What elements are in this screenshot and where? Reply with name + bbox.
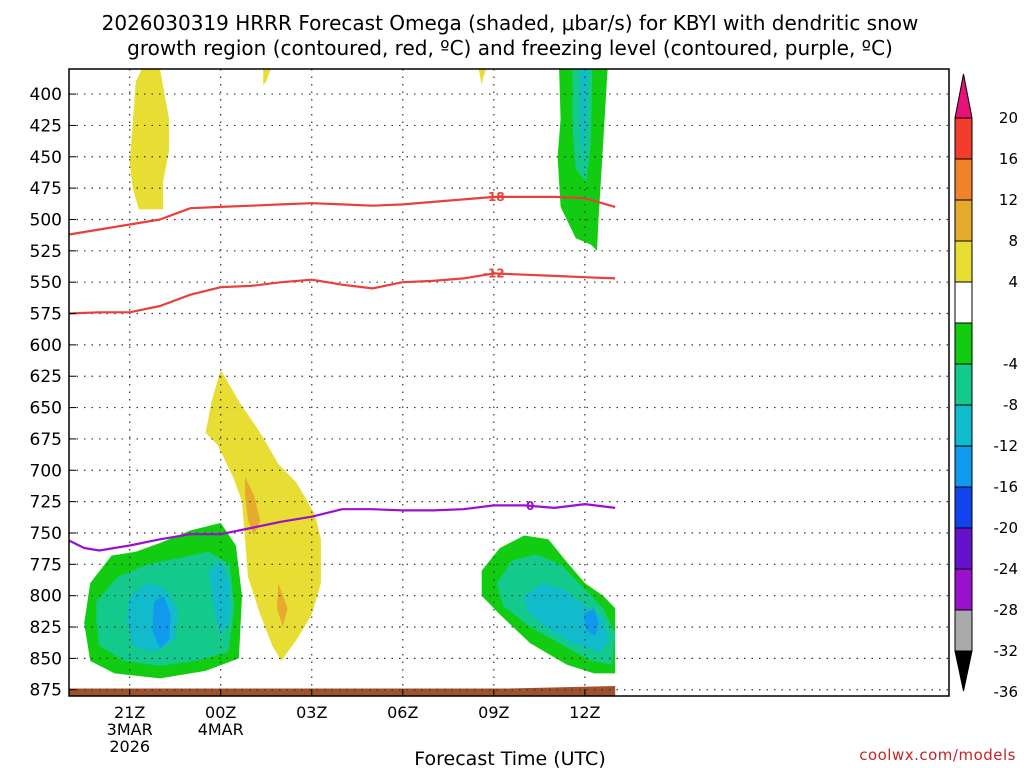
y-tick-label: 625 bbox=[30, 367, 62, 387]
colorbar-label: 16 bbox=[999, 150, 1018, 168]
y-tick-label: 775 bbox=[30, 555, 62, 575]
omega-region-5 bbox=[276, 583, 288, 627]
y-tick-label: 400 bbox=[30, 85, 62, 105]
y-tick-label: 700 bbox=[30, 461, 62, 481]
colorbar-bottom-arrow bbox=[954, 650, 973, 692]
chart-title-line-2: growth region (contoured, red, ºC) and f… bbox=[127, 36, 893, 60]
omega-region-1 bbox=[263, 69, 271, 86]
colorbar-box bbox=[954, 117, 973, 160]
colorbar-box bbox=[954, 568, 973, 611]
colorbar-label: 8 bbox=[1008, 232, 1018, 250]
y-tick-label: 450 bbox=[30, 148, 62, 168]
y-tick-label: 600 bbox=[30, 336, 62, 356]
x-tick-label: 09Z bbox=[478, 703, 509, 722]
contour-label-0: 0 bbox=[526, 499, 534, 513]
terrain-fill bbox=[69, 686, 616, 696]
y-tick-label: 650 bbox=[30, 399, 62, 419]
y-tick-label: 425 bbox=[30, 116, 62, 136]
contour-label--12: -12 bbox=[483, 266, 505, 280]
colorbar: 20 16 12 8 4 -4 -8 -12 -16 -20 -24 -28 -32 -36 bbox=[954, 73, 1019, 701]
colorbar-box bbox=[954, 486, 973, 529]
y-tick-label: 675 bbox=[30, 430, 62, 450]
y-tick-label: 575 bbox=[30, 305, 62, 325]
colorbar-box bbox=[954, 363, 973, 406]
colorbar-top-arrow bbox=[954, 73, 973, 119]
x-tick-label: 06Z bbox=[387, 703, 418, 722]
x-tick-label: 3MAR bbox=[107, 720, 153, 739]
omega-region-2 bbox=[478, 69, 487, 86]
colorbar-box bbox=[954, 240, 973, 283]
contour-line--12 bbox=[69, 272, 616, 315]
colorbar-label: -36 bbox=[994, 683, 1019, 701]
colorbar-box bbox=[954, 199, 973, 242]
x-tick-label: 21Z bbox=[114, 703, 145, 722]
omega-shading bbox=[84, 69, 616, 679]
chart-title-line-1: 2026030319 HRRR Forecast Omega (shaded, … bbox=[102, 11, 919, 35]
colorbar-label: 12 bbox=[999, 191, 1018, 209]
x-axis-label: Forecast Time (UTC) bbox=[414, 748, 605, 768]
y-tick-label: 750 bbox=[30, 524, 62, 544]
x-tick-label: 2026 bbox=[109, 737, 150, 756]
y-tick-label: 850 bbox=[30, 649, 62, 669]
colorbar-label: 20 bbox=[999, 109, 1018, 127]
colorbar-label: -4 bbox=[1003, 355, 1018, 373]
y-tick-label: 800 bbox=[30, 587, 62, 607]
y-tick-label: 875 bbox=[30, 681, 62, 701]
contour-line--18 bbox=[69, 195, 616, 236]
contour-label--18: -18 bbox=[483, 190, 505, 204]
y-tick-label: 525 bbox=[30, 242, 62, 262]
omega-region-4 bbox=[245, 476, 261, 536]
colorbar-box bbox=[954, 527, 973, 570]
omega-region-0 bbox=[129, 69, 170, 210]
colorbar-label: -20 bbox=[994, 519, 1019, 537]
omega-region-12 bbox=[208, 560, 230, 636]
colorbar-label: -8 bbox=[1003, 396, 1018, 414]
x-tick-label: 00Z bbox=[205, 703, 236, 722]
terrain bbox=[69, 686, 616, 696]
y-tick-label: 475 bbox=[30, 179, 62, 199]
colorbar-label: -28 bbox=[994, 601, 1019, 619]
credit-text: coolwx.com/models bbox=[859, 746, 1016, 764]
plot-frame bbox=[68, 68, 950, 697]
omega-region-16 bbox=[524, 583, 610, 653]
colorbar-label: -16 bbox=[994, 478, 1019, 496]
colorbar-box bbox=[954, 445, 973, 488]
contour-line-0 bbox=[69, 503, 616, 552]
colorbar-box bbox=[954, 404, 973, 447]
colorbar-box bbox=[954, 158, 973, 201]
x-tick-label: 03Z bbox=[296, 703, 327, 722]
colorbar-box bbox=[954, 281, 973, 324]
colorbar-label: 4 bbox=[1008, 273, 1018, 291]
y-tick-label: 725 bbox=[30, 493, 62, 513]
contour-lines: -18 -12 0 bbox=[69, 190, 616, 552]
colorbar-label: -12 bbox=[994, 437, 1019, 455]
colorbar-label: -32 bbox=[994, 642, 1019, 660]
omega-region-8 bbox=[580, 69, 588, 164]
y-tick-label: 825 bbox=[30, 618, 62, 638]
omega-region-17 bbox=[583, 608, 599, 636]
colorbar-label: -24 bbox=[994, 560, 1019, 578]
x-tick-label: 4MAR bbox=[198, 720, 244, 739]
omega-region-13 bbox=[152, 595, 171, 649]
colorbar-box bbox=[954, 609, 973, 652]
y-tick-label: 550 bbox=[30, 273, 62, 293]
y-axis: 400 425 450 475 500 525 550 575 600 625 650 675 700 7… bbox=[30, 85, 76, 701]
colorbar-box bbox=[954, 322, 973, 365]
y-tick-label: 500 bbox=[30, 210, 62, 230]
x-tick-label: 12Z bbox=[569, 703, 600, 722]
omega-region-3 bbox=[205, 370, 321, 661]
